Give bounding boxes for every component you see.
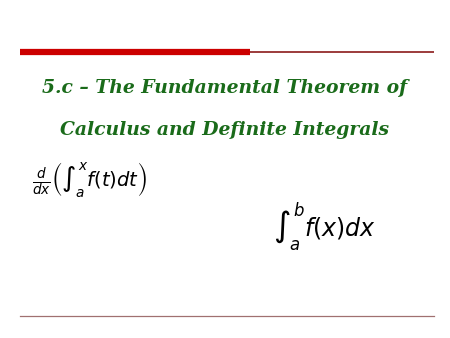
Text: 5.c – The Fundamental Theorem of: 5.c – The Fundamental Theorem of bbox=[42, 79, 408, 97]
Text: Calculus and Definite Integrals: Calculus and Definite Integrals bbox=[60, 121, 390, 139]
Text: $\frac{d}{dx}\left(\int_a^x f\left(t\right)dt\right)$: $\frac{d}{dx}\left(\int_a^x f\left(t\rig… bbox=[32, 160, 148, 199]
Text: $\int_a^b f\left(x\right)dx$: $\int_a^b f\left(x\right)dx$ bbox=[273, 200, 375, 253]
